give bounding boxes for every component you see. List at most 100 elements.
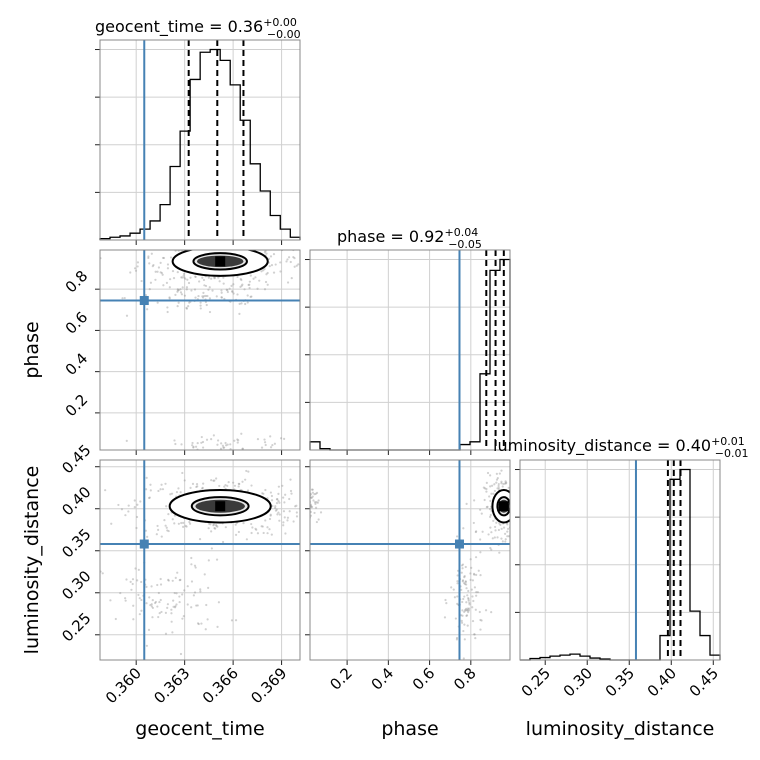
sample-point xyxy=(469,572,472,575)
sample-point xyxy=(521,501,523,503)
sample-point xyxy=(134,567,137,570)
panel-luminosity_distance xyxy=(519,459,721,661)
panel-phase-vs-luminosity_distance xyxy=(309,459,511,661)
sample-point xyxy=(145,644,148,647)
sample-point xyxy=(134,269,138,272)
sample-point xyxy=(197,294,200,298)
sample-point xyxy=(181,276,184,279)
sample-point xyxy=(465,614,468,617)
sample-point xyxy=(178,600,181,604)
sample-point xyxy=(172,277,176,280)
sample-point xyxy=(276,513,279,516)
sample-point xyxy=(220,296,223,299)
sample-point xyxy=(474,556,478,559)
sample-point xyxy=(133,506,136,509)
sample-point xyxy=(201,446,205,449)
sample-point xyxy=(176,288,179,291)
sample-point xyxy=(489,474,492,477)
sample-point xyxy=(269,513,272,516)
sample-point xyxy=(475,530,478,533)
sample-point xyxy=(201,296,205,299)
sample-point xyxy=(465,583,468,586)
sample-point xyxy=(292,255,295,259)
sample-point xyxy=(220,291,223,294)
sample-point xyxy=(91,502,93,504)
sample-point xyxy=(270,264,274,267)
sample-point xyxy=(277,485,280,488)
sample-point xyxy=(465,614,469,617)
sample-point xyxy=(260,270,263,273)
sample-point xyxy=(474,637,477,640)
sample-point xyxy=(501,540,504,543)
sample-point xyxy=(163,519,166,522)
sample-point xyxy=(146,308,149,311)
sample-point xyxy=(181,617,184,620)
sample-point xyxy=(263,267,266,271)
sample-point xyxy=(311,491,314,494)
sample-point xyxy=(324,504,326,506)
sample-point xyxy=(223,297,226,301)
sample-point xyxy=(512,510,514,512)
sample-point xyxy=(216,525,219,528)
sample-point xyxy=(156,270,159,273)
sample-point xyxy=(147,628,151,632)
sample-point xyxy=(313,511,316,515)
sample-point xyxy=(520,512,522,514)
sample-point xyxy=(237,453,239,455)
sample-point xyxy=(202,482,205,485)
sample-point xyxy=(210,478,213,482)
sample-point xyxy=(175,491,179,494)
sample-point xyxy=(310,496,313,499)
sample-point xyxy=(137,593,140,597)
sample-point xyxy=(307,268,309,270)
sample-point xyxy=(139,500,142,503)
sample-point xyxy=(140,279,143,283)
sample-point xyxy=(158,611,161,615)
sample-point xyxy=(168,297,171,300)
sample-point xyxy=(211,241,213,243)
sample-point xyxy=(253,230,255,232)
sample-point xyxy=(456,595,459,598)
sample-point xyxy=(182,242,184,244)
sample-point xyxy=(226,290,229,294)
sample-point xyxy=(208,248,210,250)
tick-label-y: 0.25 xyxy=(58,609,94,645)
sample-point xyxy=(232,481,235,484)
sample-point xyxy=(275,508,278,511)
panel-phase xyxy=(309,249,511,451)
sample-point xyxy=(282,510,286,513)
sample-point xyxy=(455,638,459,641)
sample-point xyxy=(193,288,197,291)
sample-point xyxy=(322,498,324,500)
sample-point xyxy=(167,579,170,582)
sample-point xyxy=(208,310,212,314)
sample-point xyxy=(270,494,274,498)
sample-point xyxy=(215,558,219,561)
sample-point xyxy=(263,438,266,441)
sample-point xyxy=(288,510,291,513)
sample-point xyxy=(493,536,496,539)
sample-point xyxy=(236,438,239,441)
xlabel-phase: phase xyxy=(381,718,438,740)
sample-point xyxy=(137,568,140,571)
sample-point xyxy=(225,288,228,291)
sample-point xyxy=(485,505,488,509)
sample-point xyxy=(247,470,250,473)
sample-point xyxy=(189,276,192,279)
sample-point xyxy=(513,514,515,516)
sample-point xyxy=(176,304,179,308)
sample-point xyxy=(216,439,220,442)
sample-point xyxy=(220,296,224,299)
sample-point xyxy=(317,499,320,502)
sample-point xyxy=(150,603,153,606)
sample-point xyxy=(147,457,149,459)
sample-point xyxy=(151,265,154,268)
sample-point xyxy=(256,287,259,290)
sample-point xyxy=(188,520,191,524)
sample-point xyxy=(226,237,228,239)
sample-point xyxy=(294,505,297,508)
sample-point xyxy=(462,657,465,660)
sample-point xyxy=(166,263,170,266)
sample-point xyxy=(194,445,198,448)
sample-point xyxy=(147,255,150,258)
